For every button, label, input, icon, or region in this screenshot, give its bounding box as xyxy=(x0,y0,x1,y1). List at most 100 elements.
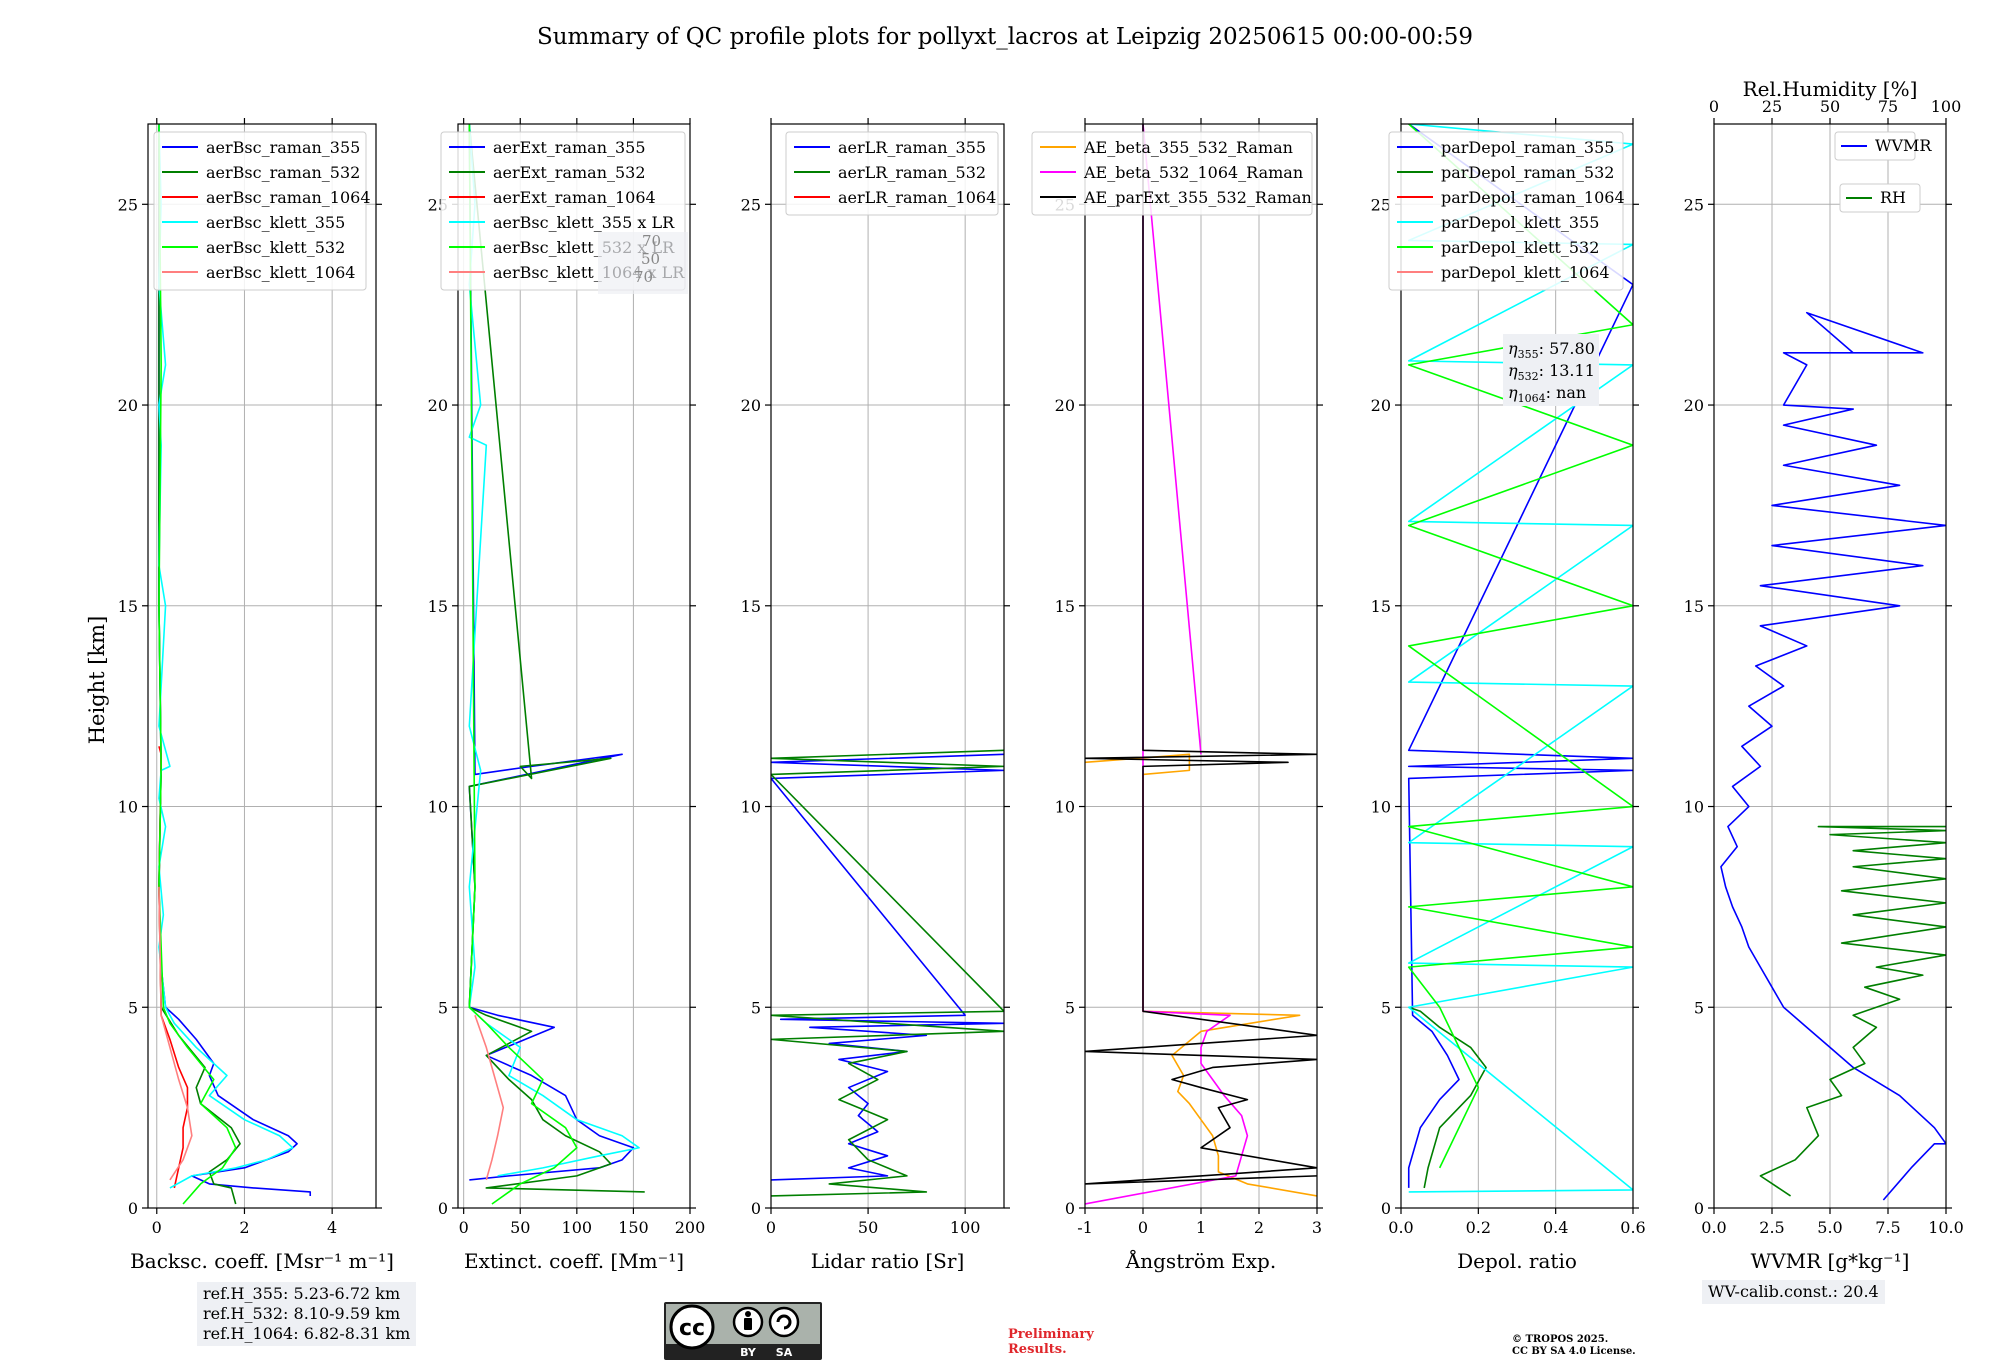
ghost-label: 70 xyxy=(642,232,661,250)
legend-label: aerBsc_raman_532 xyxy=(206,163,360,182)
legend-label: parDepol_klett_355 xyxy=(1441,213,1599,232)
y-tick-label-wv: 20 xyxy=(1684,396,1704,415)
x-tick-label-ext: 100 xyxy=(562,1218,593,1237)
legend-label: aerExt_raman_1064 xyxy=(493,188,656,207)
x-axis-label-ext: Extinct. coeff. [Mm⁻¹] xyxy=(464,1249,684,1273)
axes-frame-depol xyxy=(1400,123,1634,1209)
x-tick-label-bsc: 0 xyxy=(152,1218,162,1237)
series-line-aerBsc_klett_532 xyxy=(158,124,237,1205)
y-tick-label-bsc: 25 xyxy=(118,195,138,214)
x-tick-label-wv: 10.0 xyxy=(1928,1218,1964,1237)
series-group-ae xyxy=(1085,124,1317,1205)
cc-text: cc xyxy=(679,1316,705,1341)
panel-depol: 0.0 0.2 0.4 0.6 0 5 10 15 20 25 Depol. ratio parDep… xyxy=(1371,118,1646,1273)
cc-circle-icon xyxy=(669,1304,715,1350)
y-tick-label-bsc: 20 xyxy=(118,396,138,415)
legend-box-lr xyxy=(785,131,999,216)
top-tick-label-wv: 75 xyxy=(1878,97,1898,116)
y-tick-label-ae: 5 xyxy=(1065,998,1075,1017)
legend-box-depol xyxy=(1388,131,1624,291)
y-axis-label: Height [km] xyxy=(85,616,109,745)
sa-share-icon xyxy=(768,1306,800,1338)
legend-label: aerExt_raman_532 xyxy=(493,163,646,182)
legend-label: aerLR_raman_355 xyxy=(838,138,986,157)
y-tick-label-bsc: 15 xyxy=(118,597,138,616)
y-tick-label-lr: 15 xyxy=(741,597,761,616)
y-tick-label-lr: 20 xyxy=(741,396,761,415)
y-tick-label-lr: 5 xyxy=(751,998,761,1017)
y-tick-label-ext: 5 xyxy=(438,998,448,1017)
series-line-aerBsc_klett_1064 x LR xyxy=(474,1015,505,1181)
legend-label: AE_beta_355_532_Raman xyxy=(1083,138,1293,157)
wv-calib-box: WV-calib.const.: 20.4 xyxy=(1702,1280,1885,1304)
ghost-label: 50 xyxy=(641,250,660,268)
series-group-ext xyxy=(468,124,645,1205)
top-tick-label-wv: 25 xyxy=(1762,97,1782,116)
copyright-line-1: © TROPOS 2025. xyxy=(1512,1334,1609,1345)
panel-bsc: 0 2 4 0 5 10 15 20 25 Backsc. coeff. [Msr⁻¹ m⁻¹] a… xyxy=(118,118,394,1273)
x-tick-label-lr: 100 xyxy=(950,1218,981,1237)
legend-label: parDepol_klett_532 xyxy=(1441,238,1599,257)
ref-height-1064: ref.H_1064: 6.82-8.31 km xyxy=(203,1324,411,1343)
x-tick-label-ext: 200 xyxy=(675,1218,706,1237)
y-tick-label-ext: 0 xyxy=(438,1199,448,1218)
y-tick-label-lr: 25 xyxy=(741,195,761,214)
x-axis-label-depol: Depol. ratio xyxy=(1457,1249,1577,1273)
series-line-AE_parExt_355_532_Raman xyxy=(1085,124,1317,1185)
by-label: BY xyxy=(740,1346,757,1359)
x-tick-label-ae: 1 xyxy=(1196,1218,1206,1237)
x-axis-label-ae: Ångström Exp. xyxy=(1125,1248,1276,1273)
y-tick-label-wv: 5 xyxy=(1694,998,1704,1017)
axes-frame-ext xyxy=(457,123,691,1209)
x-tick-label-ext: 150 xyxy=(618,1218,649,1237)
series-line-aerExt_raman_532 xyxy=(468,124,645,1193)
x-tick-label-wv: 2.5 xyxy=(1759,1218,1784,1237)
y-tick-label-ext: 20 xyxy=(428,396,448,415)
figure-title: Summary of QC profile plots for pollyxt_… xyxy=(537,24,1473,50)
x-tick-label-depol: 0.4 xyxy=(1543,1218,1568,1237)
legend-label: aerBsc_klett_355 xyxy=(206,213,345,232)
legend-label: aerBsc_raman_1064 xyxy=(206,188,371,207)
preliminary-line-2: Results. xyxy=(1008,1342,1067,1357)
y-tick-label-ae: 15 xyxy=(1055,597,1075,616)
legend-box-wv xyxy=(1834,131,1916,161)
legend-label: aerBsc_klett_532 xyxy=(206,238,345,257)
y-tick-label-wv: 15 xyxy=(1684,597,1704,616)
legend-label: aerLR_raman_532 xyxy=(838,163,986,182)
ghost-box xyxy=(598,232,688,294)
y-tick-label-depol: 15 xyxy=(1371,597,1391,616)
x-tick-label-wv: 7.5 xyxy=(1875,1218,1900,1237)
y-tick-label-ext: 15 xyxy=(428,597,448,616)
legend-label: parDepol_raman_1064 xyxy=(1441,188,1625,207)
legend-label: aerBsc_klett_1064 xyxy=(206,263,355,282)
y-tick-label-wv: 10 xyxy=(1684,798,1704,817)
y-tick-label-ae: 10 xyxy=(1055,798,1075,817)
series-line-parDepol_raman_532 xyxy=(1408,1006,1487,1189)
copyright-label: © TROPOS 2025. CC BY SA 4.0 License. xyxy=(1512,1334,1636,1358)
y-tick-label-depol: 10 xyxy=(1371,798,1391,817)
x-tick-label-bsc: 2 xyxy=(239,1218,249,1237)
legend-label: WVMR xyxy=(1875,136,1932,155)
legend-label: aerExt_raman_355 xyxy=(493,138,646,157)
top-tick-label-wv: 0 xyxy=(1709,97,1719,116)
top-tick-label-wv: 100 xyxy=(1931,97,1962,116)
panel-lr: 0 50 100 0 5 10 15 20 25 Lidar ratio [Sr] aerLR_ra… xyxy=(741,118,1010,1273)
series-line-aerLR_raman_355 xyxy=(771,753,1004,1181)
ref-height-355: ref.H_355: 5.23-6.72 km xyxy=(203,1284,401,1303)
x-tick-label-ext: 0 xyxy=(459,1218,469,1237)
legend-label: parDepol_raman_355 xyxy=(1441,138,1614,157)
legend-label: aerBsc_klett_355 x LR xyxy=(493,213,675,232)
series-line-aerLR_raman_532 xyxy=(771,749,1004,1197)
x-tick-label-lr: 50 xyxy=(858,1218,878,1237)
preliminary-line-1: Preliminary xyxy=(1008,1327,1094,1342)
x-tick-label-ext: 50 xyxy=(510,1218,530,1237)
series-line-parDepol_klett_532 xyxy=(1407,124,1633,1169)
series-group-bsc xyxy=(158,124,312,1205)
x-tick-label-ae: -1 xyxy=(1077,1218,1093,1237)
eta-label: η1064: nan xyxy=(1508,383,1586,405)
x-tick-label-bsc: 4 xyxy=(327,1218,337,1237)
y-tick-label-ext: 10 xyxy=(428,798,448,817)
eta-label: η355: 57.80 xyxy=(1508,339,1595,361)
legend-label: AE_parExt_355_532_Raman xyxy=(1083,188,1312,207)
